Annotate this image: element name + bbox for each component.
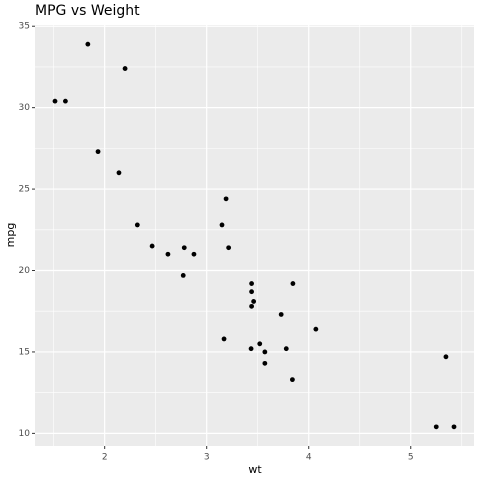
- point: [283, 346, 289, 352]
- point: [122, 66, 128, 71]
- point: [251, 299, 257, 304]
- point: [313, 326, 319, 332]
- y-tick-label: 35: [19, 22, 30, 32]
- point: [433, 424, 439, 430]
- x-tick-label: 5: [408, 453, 414, 463]
- point: [63, 98, 68, 104]
- y-tick-label: 15: [19, 347, 30, 357]
- x-axis-label: wt: [248, 463, 262, 476]
- point: [451, 424, 457, 430]
- point: [85, 41, 91, 47]
- x-tick-label: 3: [204, 453, 210, 463]
- point: [165, 251, 171, 257]
- point: [223, 196, 229, 202]
- point: [149, 243, 155, 249]
- point: [226, 245, 232, 251]
- point: [221, 336, 227, 342]
- point: [290, 281, 296, 286]
- y-axis-label: mpg: [4, 223, 17, 248]
- point: [262, 349, 268, 355]
- point: [249, 281, 254, 286]
- point: [248, 346, 254, 352]
- point: [181, 245, 187, 251]
- point: [180, 273, 186, 278]
- point: [249, 303, 254, 309]
- y-tick-label: 30: [19, 103, 31, 113]
- point: [134, 222, 140, 228]
- point: [290, 377, 295, 383]
- point: [219, 222, 225, 228]
- point: [95, 149, 101, 155]
- point: [443, 354, 449, 360]
- point: [191, 251, 197, 257]
- y-tick-label: 20: [19, 266, 31, 276]
- x-tick-label: 4: [306, 453, 312, 463]
- y-tick-label: 10: [19, 429, 31, 439]
- point: [116, 170, 122, 176]
- x-tick-label: 2: [102, 453, 108, 463]
- point: [257, 341, 263, 347]
- point: [52, 98, 58, 104]
- point: [262, 360, 268, 366]
- point: [278, 312, 284, 317]
- y-tick-label: 25: [19, 185, 30, 195]
- point: [249, 289, 254, 295]
- panel: [35, 25, 474, 446]
- chart-title: MPG vs Weight: [35, 3, 140, 19]
